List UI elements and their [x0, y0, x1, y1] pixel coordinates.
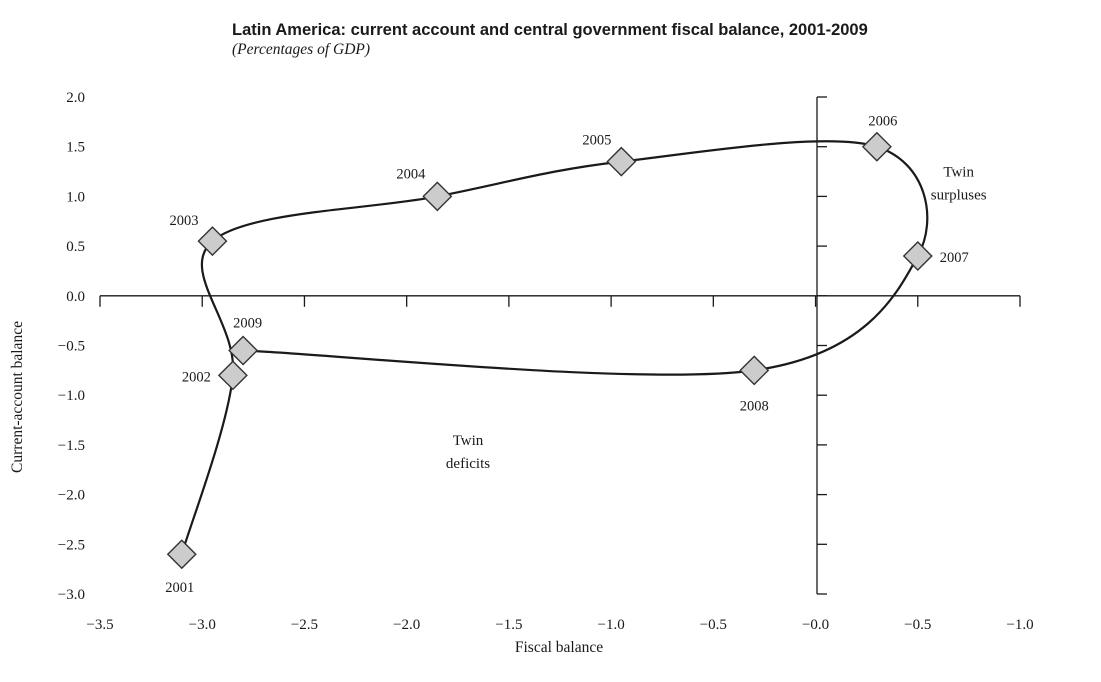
data-label-2006: 2006	[868, 114, 897, 130]
region-annotation-0: Twin surpluses	[931, 165, 987, 204]
data-labels: 2001 2002 2003 2004 2005 2006 2007 2008 2009	[165, 114, 969, 597]
y-tick-label: 1.0	[66, 189, 85, 205]
x-tick-label: −2.5	[291, 617, 318, 633]
data-label-2002: 2002	[182, 369, 211, 385]
x-tick-label: −3.5	[86, 617, 113, 633]
series-line	[180, 140, 929, 555]
x-tick-label: −3.0	[189, 617, 216, 633]
data-label-2005: 2005	[582, 133, 611, 149]
data-marker-2004	[422, 181, 453, 212]
data-marker-2005	[606, 146, 637, 177]
data-marker-2006	[861, 131, 892, 162]
region-annotation-1: Twin deficits	[446, 433, 490, 472]
data-label-2009: 2009	[233, 315, 262, 331]
x-tick-label: −2.0	[393, 617, 420, 633]
y-axis-ticks: 2.0 1.5 1.0 0.5 0.0 −0.5 −1.0 −1.5 −2.0 −2.5 −3.0	[58, 90, 827, 603]
y-tick-label: −2.0	[58, 488, 85, 504]
data-label-2001: 2001	[165, 580, 194, 596]
chart-title: Latin America: current account and centr…	[232, 21, 868, 39]
y-tick-label: −1.5	[58, 438, 85, 454]
y-tick-label: 0.5	[66, 239, 85, 255]
x-tick-label: −0.0	[802, 617, 829, 633]
chart-subtitle: (Percentages of GDP)	[232, 41, 371, 58]
data-marker-2008	[739, 355, 770, 386]
data-marker-2007	[902, 241, 933, 272]
data-markers	[166, 131, 933, 570]
x-axis-title: Fiscal balance	[515, 639, 603, 656]
data-marker-2001	[166, 539, 197, 570]
x-tick-label: −0.5	[700, 617, 727, 633]
y-tick-label: 0.0	[66, 289, 85, 305]
y-tick-label: 2.0	[66, 90, 85, 106]
data-label-2004: 2004	[396, 166, 426, 182]
x-tick-label: −1.0	[598, 617, 625, 633]
y-tick-label: −3.0	[58, 587, 85, 603]
y-axis-title: Current-account balance	[9, 321, 26, 473]
data-marker-2009	[228, 335, 259, 366]
y-tick-label: 1.5	[66, 140, 85, 156]
x-tick-label: −0.5	[904, 617, 931, 633]
data-marker-2002	[217, 360, 248, 391]
y-tick-label: −0.5	[58, 339, 85, 355]
x-tick-label: −1.0	[1006, 617, 1033, 633]
region-annotations: Twin surpluses Twin deficits	[446, 165, 987, 472]
data-label-2003: 2003	[169, 213, 198, 229]
x-axis-ticks: −3.5 −3.0 −2.5 −2.0 −1.5 −1.0 −0.5 −0.0 −0.5 −1.0	[86, 295, 1034, 633]
x-tick-label: −1.5	[495, 617, 522, 633]
data-label-2008: 2008	[740, 398, 769, 414]
y-tick-label: −2.5	[58, 537, 85, 553]
data-label-2007: 2007	[940, 250, 969, 266]
data-marker-2003	[197, 226, 228, 257]
y-tick-label: −1.0	[58, 388, 85, 404]
